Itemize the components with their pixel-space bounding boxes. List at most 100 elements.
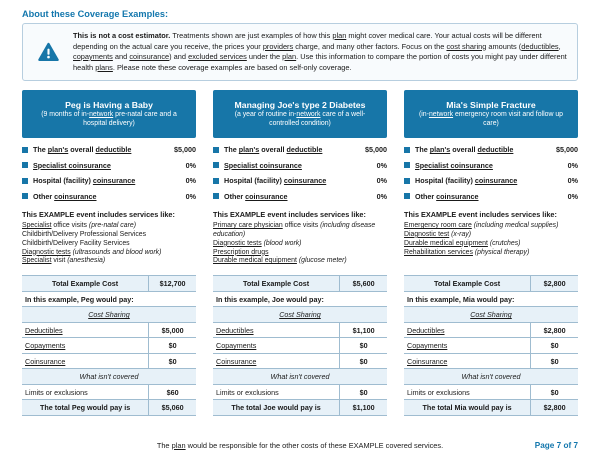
text-segment: The [156,441,172,450]
metric-value: $5,000 [365,145,387,155]
glossary-term[interactable]: network [296,110,321,118]
metric-value: 0% [376,191,387,201]
glossary-term[interactable]: plan's [238,145,260,155]
total-pay-label: The total Joe would pay is [231,403,321,413]
glossary-term[interactable]: coinsurance [92,176,136,186]
glossary-term[interactable]: Specialist coinsurance [33,160,111,170]
glossary-term[interactable]: deductibles [521,41,559,51]
glossary-term[interactable]: Specialist coinsurance [415,160,493,170]
glossary-term[interactable]: plan [332,31,347,40]
glossary-term[interactable]: Deductibles [216,325,254,335]
metric-row: Hospital (facility) coinsurance 0% [404,176,578,185]
glossary-term[interactable]: Diagnostic tests [22,248,71,256]
glossary-term[interactable]: coinsurance [129,52,170,62]
glossary-term[interactable]: Specialist coinsurance [224,160,302,170]
glossary-term[interactable]: Diagnostic test [404,230,450,238]
service-item: Durable medical equipment (glucose meter… [213,257,387,266]
metric-value: 0% [376,160,387,170]
limits-value: $60 [148,384,196,400]
cost-sharing-row: Deductibles $2,800 [404,322,578,339]
cost-sharing-header-cell: Cost Sharing [213,307,387,322]
glossary-term[interactable]: Durable medical equipment [213,257,297,265]
glossary-term[interactable]: Specialist [22,257,52,265]
glossary-term[interactable]: plan [282,52,297,62]
examples-grid: Peg is Having a Baby (9 months of in-netw… [22,90,578,417]
glossary-term[interactable]: excluded services [188,52,247,62]
glossary-term[interactable]: network [428,110,454,118]
total-example-cost-label: Total Example Cost [433,279,501,289]
glossary-term[interactable]: deductible [95,145,132,155]
glossary-term[interactable]: Durable medical equipment [404,239,488,247]
cost-row-label-cell: Copayments [404,338,530,353]
text-segment: Treatments shown are just examples of ho… [172,31,333,40]
example-subtitle: (in-network emergency room visit and fol… [411,111,571,128]
limits-row: Limits or exclusions $0 [213,384,387,401]
glossary-term[interactable]: deductible [477,145,514,155]
text-segment: Hospital (facility) [33,176,93,186]
cost-row-label-cell: Deductibles [22,323,148,338]
metric-value: 0% [376,176,387,186]
glossary-term[interactable]: coinsurance [436,191,479,201]
cost-sharing-row: Copayments $0 [213,338,387,354]
metric-label: Other coinsurance [415,192,564,201]
glossary-term[interactable]: coinsurance [245,191,288,201]
glossary-term[interactable]: Deductibles [25,325,63,335]
metrics-list: The plan's overall deductible $5,000 Speci… [404,145,578,207]
example-title: Managing Joe's type 2 Diabetes [234,99,366,110]
text-segment: amounts ( [486,41,522,51]
text-segment: emergency room visit and follow up care) [453,110,563,127]
glossary-term[interactable]: Primary care physician [213,222,283,230]
limits-label: Limits or exclusions [25,387,88,397]
total-example-cost-label: Total Example Cost [51,279,119,289]
metric-label: Hospital (facility) coinsurance [33,176,182,185]
text-segment: (crutches) [489,239,521,247]
glossary-term[interactable]: Coinsurance [407,356,448,366]
not-covered-header-row: What isn't covered [404,369,578,385]
glossary-term[interactable]: cost sharing [446,41,487,51]
service-item: Prescription drugs [213,249,387,258]
bullet-square-icon [22,193,28,200]
glossary-term[interactable]: providers [262,41,294,51]
services-list: Specialist office visits (pre-natal care… [22,222,196,274]
total-example-cost-row: Total Example Cost $5,600 [213,276,387,292]
not-covered-label: What isn't covered [270,372,330,382]
limits-value: $0 [339,384,387,400]
text-segment: , [558,41,561,51]
glossary-term[interactable]: deductible [286,145,323,155]
glossary-term[interactable]: Coinsurance [216,356,257,366]
total-pay-value: $5,060 [148,400,196,416]
example-title: Mia's Simple Fracture [446,99,536,110]
page-number: Page 7 of 7 [534,441,578,450]
glossary-term[interactable]: Copayments [407,341,448,351]
glossary-term[interactable]: network [89,110,114,118]
glossary-term[interactable]: plans [95,62,113,72]
text-segment: Other [33,191,55,201]
glossary-term[interactable]: coinsurance [283,176,327,186]
glossary-term[interactable]: plan's [429,145,451,155]
metric-label: The plan's overall deductible [33,145,170,154]
text-segment: ) and [169,52,189,62]
glossary-term[interactable]: copayments [73,52,113,62]
glossary-term[interactable]: Deductibles [407,325,445,335]
glossary-term[interactable]: Copayments [25,341,66,351]
glossary-term[interactable]: plan's [47,145,69,155]
glossary-term[interactable]: coinsurance [474,176,518,186]
glossary-term[interactable]: Diagnostic tests [213,239,262,247]
page-footer: The plan would be responsible for the ot… [0,441,600,453]
total-example-cost-value: $5,600 [339,276,387,291]
glossary-term[interactable]: coinsurance [54,191,97,201]
glossary-term[interactable]: plan [171,441,186,450]
glossary-term[interactable]: Specialist [22,222,52,230]
glossary-term[interactable]: Rehabilitation services [404,248,473,256]
cost-row-value: $2,800 [530,322,578,338]
cost-sharing-header-row: Cost Sharing [213,307,387,323]
cost-row-value: $1,100 [339,322,387,338]
metric-value: 0% [567,160,578,170]
glossary-term[interactable]: Coinsurance [25,356,66,366]
glossary-term[interactable]: Emergency room care [404,222,472,230]
text-segment: Hospital (facility) [415,176,475,186]
glossary-term[interactable]: Prescription drugs [213,248,269,256]
glossary-term[interactable]: Copayments [216,341,257,351]
metric-row: The plan's overall deductible $5,000 [404,145,578,154]
text-segment: Other [224,191,246,201]
